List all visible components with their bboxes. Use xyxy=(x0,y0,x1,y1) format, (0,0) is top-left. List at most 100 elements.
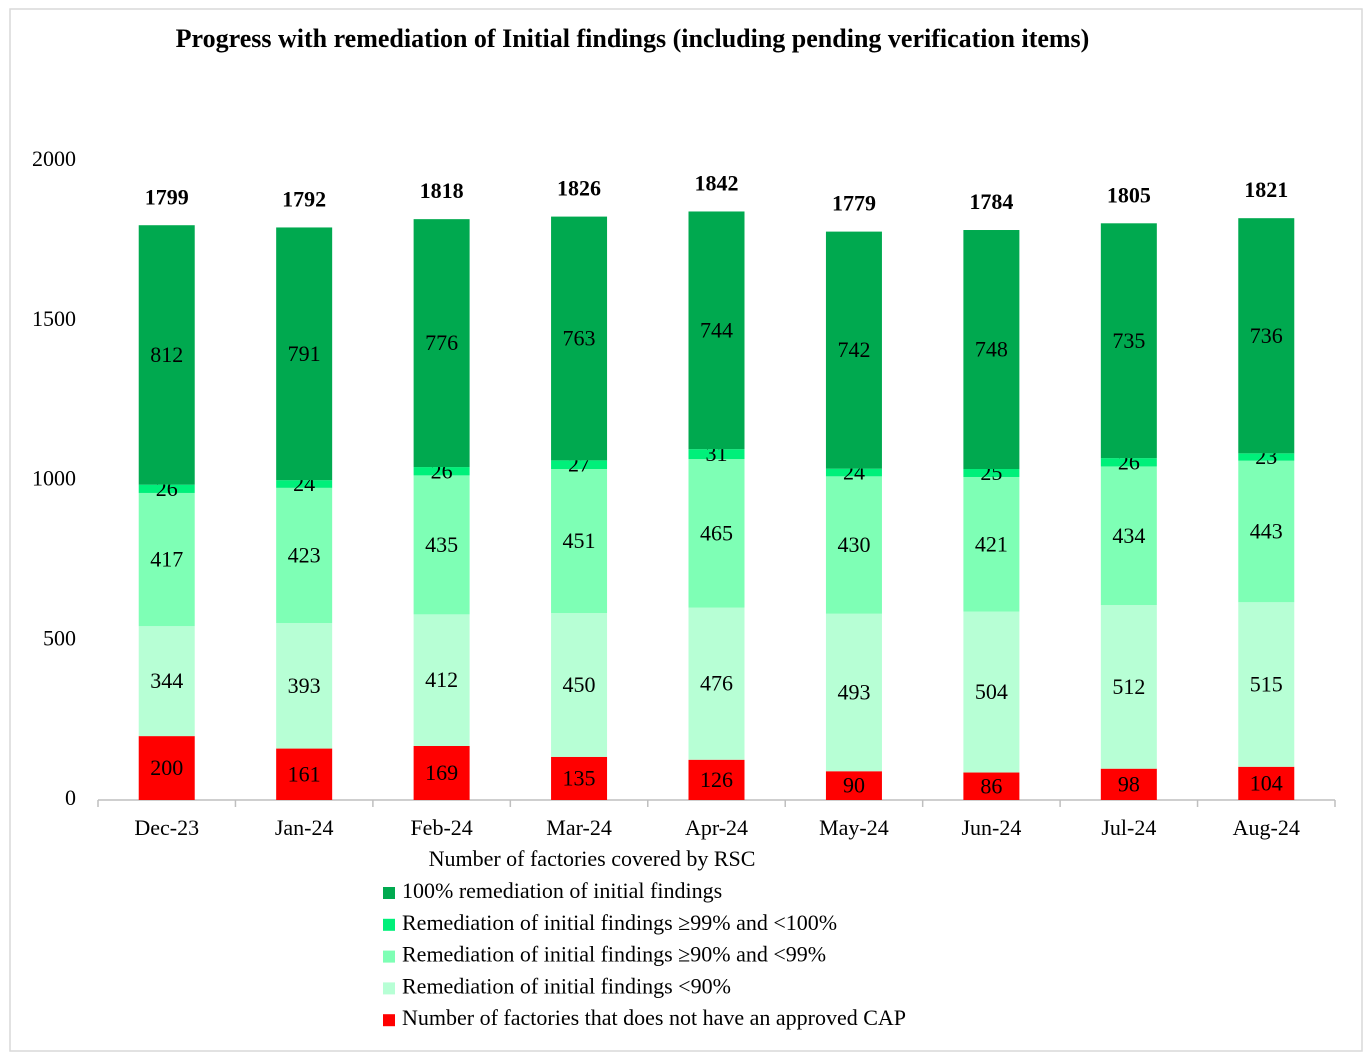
data-label: 344 xyxy=(150,668,183,693)
bar-segment xyxy=(1100,768,1157,800)
data-label: 735 xyxy=(1112,328,1145,353)
data-label: 450 xyxy=(563,672,596,697)
total-label: 1784 xyxy=(969,189,1013,214)
data-label: 515 xyxy=(1250,672,1283,697)
y-tick-label: 0 xyxy=(65,785,76,810)
bar-segment xyxy=(1100,466,1157,606)
data-label: 169 xyxy=(425,760,458,785)
data-label: 423 xyxy=(288,542,321,567)
data-label: 465 xyxy=(700,520,733,545)
x-tick-label: Jan-24 xyxy=(275,815,334,840)
bar-segment xyxy=(551,460,608,469)
data-label: 430 xyxy=(837,532,870,557)
bar-segment xyxy=(276,622,333,749)
bar-segment xyxy=(688,449,745,460)
x-tick-label: May-24 xyxy=(819,815,889,840)
bar-segment xyxy=(413,475,470,615)
data-label: 493 xyxy=(837,680,870,705)
total-label: 1805 xyxy=(1107,182,1151,207)
bar-segment xyxy=(963,230,1020,469)
x-tick-label: Apr-24 xyxy=(685,815,748,840)
bar-segment xyxy=(413,219,470,468)
data-label: 748 xyxy=(975,337,1008,362)
bar-segment xyxy=(688,759,745,800)
data-label: 443 xyxy=(1250,519,1283,544)
bar-segment xyxy=(551,216,608,461)
data-label: 451 xyxy=(563,528,596,553)
data-label: 90 xyxy=(843,773,865,798)
data-label: 412 xyxy=(425,667,458,692)
bar-segment xyxy=(825,613,882,772)
data-label: 135 xyxy=(563,765,596,790)
bar-segment xyxy=(1238,218,1295,454)
data-label: 200 xyxy=(150,755,183,780)
data-label: 736 xyxy=(1250,323,1283,348)
bar-segment xyxy=(138,492,195,627)
data-label: 742 xyxy=(837,337,870,362)
bar-segment xyxy=(688,607,745,760)
legend-swatch xyxy=(383,982,395,995)
bar-segment xyxy=(1100,605,1157,769)
total-label: 1821 xyxy=(1244,177,1288,202)
bar-segment xyxy=(276,748,333,800)
bar-segment xyxy=(551,756,608,800)
data-label: 776 xyxy=(425,330,458,355)
data-label: 763 xyxy=(563,326,596,351)
data-label: 421 xyxy=(975,531,1008,556)
bar-segment xyxy=(276,487,333,623)
bar-segment xyxy=(551,613,608,757)
x-tick-label: Jul-24 xyxy=(1101,815,1156,840)
legend-swatch xyxy=(383,1014,395,1027)
y-tick-label: 1500 xyxy=(32,306,76,331)
bar-segment xyxy=(138,484,195,493)
legend-label: Remediation of initial findings <90% xyxy=(402,973,731,998)
bar-segment xyxy=(963,611,1020,773)
legend-label: Remediation of initial findings ≥90% and… xyxy=(402,942,826,967)
x-tick-label: Aug-24 xyxy=(1233,815,1300,840)
bar-segment xyxy=(138,626,195,737)
x-tick-label: Feb-24 xyxy=(410,815,472,840)
bar-segment xyxy=(551,468,608,614)
data-label: 98 xyxy=(1118,771,1140,796)
bar-segment xyxy=(825,231,882,469)
data-label: 512 xyxy=(1112,674,1145,699)
data-label: 434 xyxy=(1112,523,1145,548)
bar-segment xyxy=(963,476,1020,612)
x-axis-label: Number of factories covered by RSC xyxy=(429,846,756,871)
total-label: 1818 xyxy=(420,178,464,203)
bar-segment xyxy=(688,459,745,608)
bar-segment xyxy=(963,772,1020,800)
bar-segment xyxy=(276,480,333,488)
data-label: 161 xyxy=(288,761,321,786)
bar-segment xyxy=(138,736,195,800)
bar-segment xyxy=(688,211,745,450)
total-label: 1826 xyxy=(557,176,601,201)
bar-segment xyxy=(825,468,882,477)
bar-segment xyxy=(1238,453,1295,461)
total-label: 1842 xyxy=(695,171,739,196)
bar-segment xyxy=(276,227,333,481)
legend-swatch xyxy=(383,950,395,963)
legend-swatch xyxy=(383,918,395,931)
bar-segment xyxy=(1100,458,1157,467)
legend-label: Number of factories that does not have a… xyxy=(402,1005,906,1030)
x-tick-label: Jun-24 xyxy=(961,815,1021,840)
bar-segment xyxy=(1238,602,1295,767)
legend-swatch xyxy=(383,887,395,899)
legend-label: Remediation of initial findings ≥99% and… xyxy=(402,910,837,935)
bar-segment xyxy=(138,225,195,485)
total-label: 1799 xyxy=(145,184,189,209)
chart-border xyxy=(9,8,1363,1052)
bar-segment xyxy=(413,467,470,476)
data-label: 417 xyxy=(150,547,183,572)
total-label: 1779 xyxy=(832,191,876,216)
x-tick-label: Mar-24 xyxy=(546,815,612,840)
bar-segment xyxy=(963,468,1020,477)
data-label: 812 xyxy=(150,342,183,367)
total-label: 1792 xyxy=(282,187,326,212)
data-label: 504 xyxy=(975,679,1008,704)
data-label: 126 xyxy=(700,767,733,792)
bar-segment xyxy=(825,771,882,800)
